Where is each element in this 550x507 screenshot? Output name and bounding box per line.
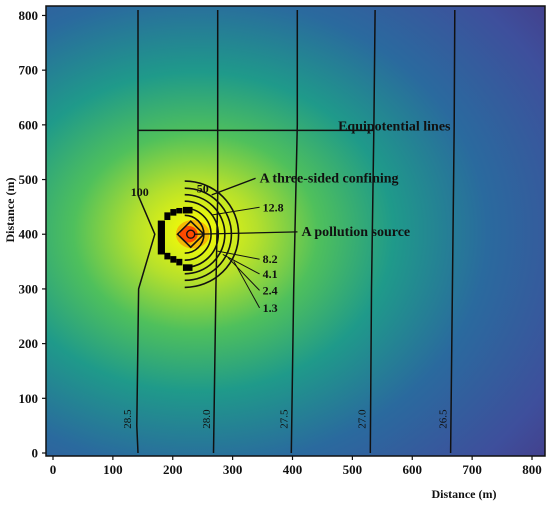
confining-barrier-block [182, 206, 193, 214]
concentration-isoline [176, 220, 206, 249]
x-tick-label: 0 [50, 462, 57, 477]
y-tick-label: 100 [19, 391, 39, 406]
x-axis: 0 100 200 300 400 500 600 700 800 [50, 456, 542, 477]
y-tick-label: 800 [19, 8, 39, 23]
equipotential-line-label: 28.5 [122, 409, 134, 429]
concentration-leader-line [211, 206, 260, 216]
annotation-equipotential-lines: Equipotential lines [338, 119, 451, 134]
concentration-leader-line [233, 261, 261, 309]
x-tick-label: 700 [462, 462, 482, 477]
source-core [179, 226, 198, 243]
confining-barrier-block [164, 212, 171, 221]
equipotential-line-label: 26.5 [437, 409, 449, 429]
confining-barrier-block [164, 252, 171, 260]
x-tick-label: 100 [103, 462, 123, 477]
x-tick-label: 600 [403, 462, 423, 477]
y-tick-label: 700 [19, 63, 39, 78]
annotation-layer: Equipotential lines A three-sided confini… [131, 119, 451, 315]
x-tick-label: 800 [522, 462, 542, 477]
confining-leader-line [211, 177, 256, 196]
y-tick-label: 0 [32, 446, 39, 461]
source-leader-line [194, 231, 298, 235]
concentration-isoline [184, 187, 233, 282]
y-tick-label: 300 [19, 281, 39, 296]
concentration-value-label: 4.1 [263, 267, 278, 281]
concentration-isolines [175, 180, 240, 289]
y-tick-label: 600 [19, 117, 39, 132]
confining-barrier-block [176, 207, 183, 214]
y-axis: 0 100 200 300 400 500 600 700 800 [19, 8, 46, 461]
concentration-value-label: 1.3 [263, 301, 278, 315]
annotation-pollution-source: A pollution source [301, 225, 410, 240]
confining-barrier-block [170, 209, 177, 216]
equipotential-line [290, 10, 299, 454]
concentration-leader-line [222, 253, 260, 275]
equipotential-line-label: 27.5 [279, 409, 291, 429]
concentration-value-label: 100 [131, 185, 149, 199]
x-tick-label: 400 [283, 462, 303, 477]
confining-barrier-block [182, 264, 193, 271]
concentration-isoline [184, 193, 226, 275]
equipotential-line [369, 9, 376, 454]
concentration-isoline [184, 180, 240, 289]
x-tick-label: 300 [223, 462, 243, 477]
y-tick-label: 400 [19, 227, 39, 242]
y-axis-label: Distance (m) [3, 178, 17, 243]
concentration-value-label: 8.2 [263, 252, 278, 266]
three-sided-confining-barrier [157, 206, 193, 271]
concentration-leader-line [227, 257, 260, 291]
annotation-three-sided-confining: A three-sided confining [260, 171, 399, 186]
equipotential-line [449, 9, 456, 454]
plot-frame [45, 5, 546, 457]
equipotential-line-label: 28.0 [201, 409, 213, 429]
concentration-value-label: 50 [197, 182, 209, 196]
x-axis-label: Distance (m) [432, 487, 497, 501]
equipotential-line-label: 27.0 [357, 409, 369, 429]
concentration-value-label: 2.4 [263, 283, 278, 297]
confining-barrier-block [176, 258, 183, 266]
confining-barrier-block [170, 256, 177, 263]
x-tick-label: 500 [343, 462, 363, 477]
concentration-leader-line [217, 250, 260, 260]
y-tick-label: 500 [19, 172, 39, 187]
y-tick-label: 200 [19, 336, 39, 351]
equipotential-line [136, 10, 156, 454]
confining-barrier-block [157, 220, 165, 255]
concentration-value-label: 12.8 [263, 200, 284, 214]
x-tick-label: 200 [163, 462, 183, 477]
